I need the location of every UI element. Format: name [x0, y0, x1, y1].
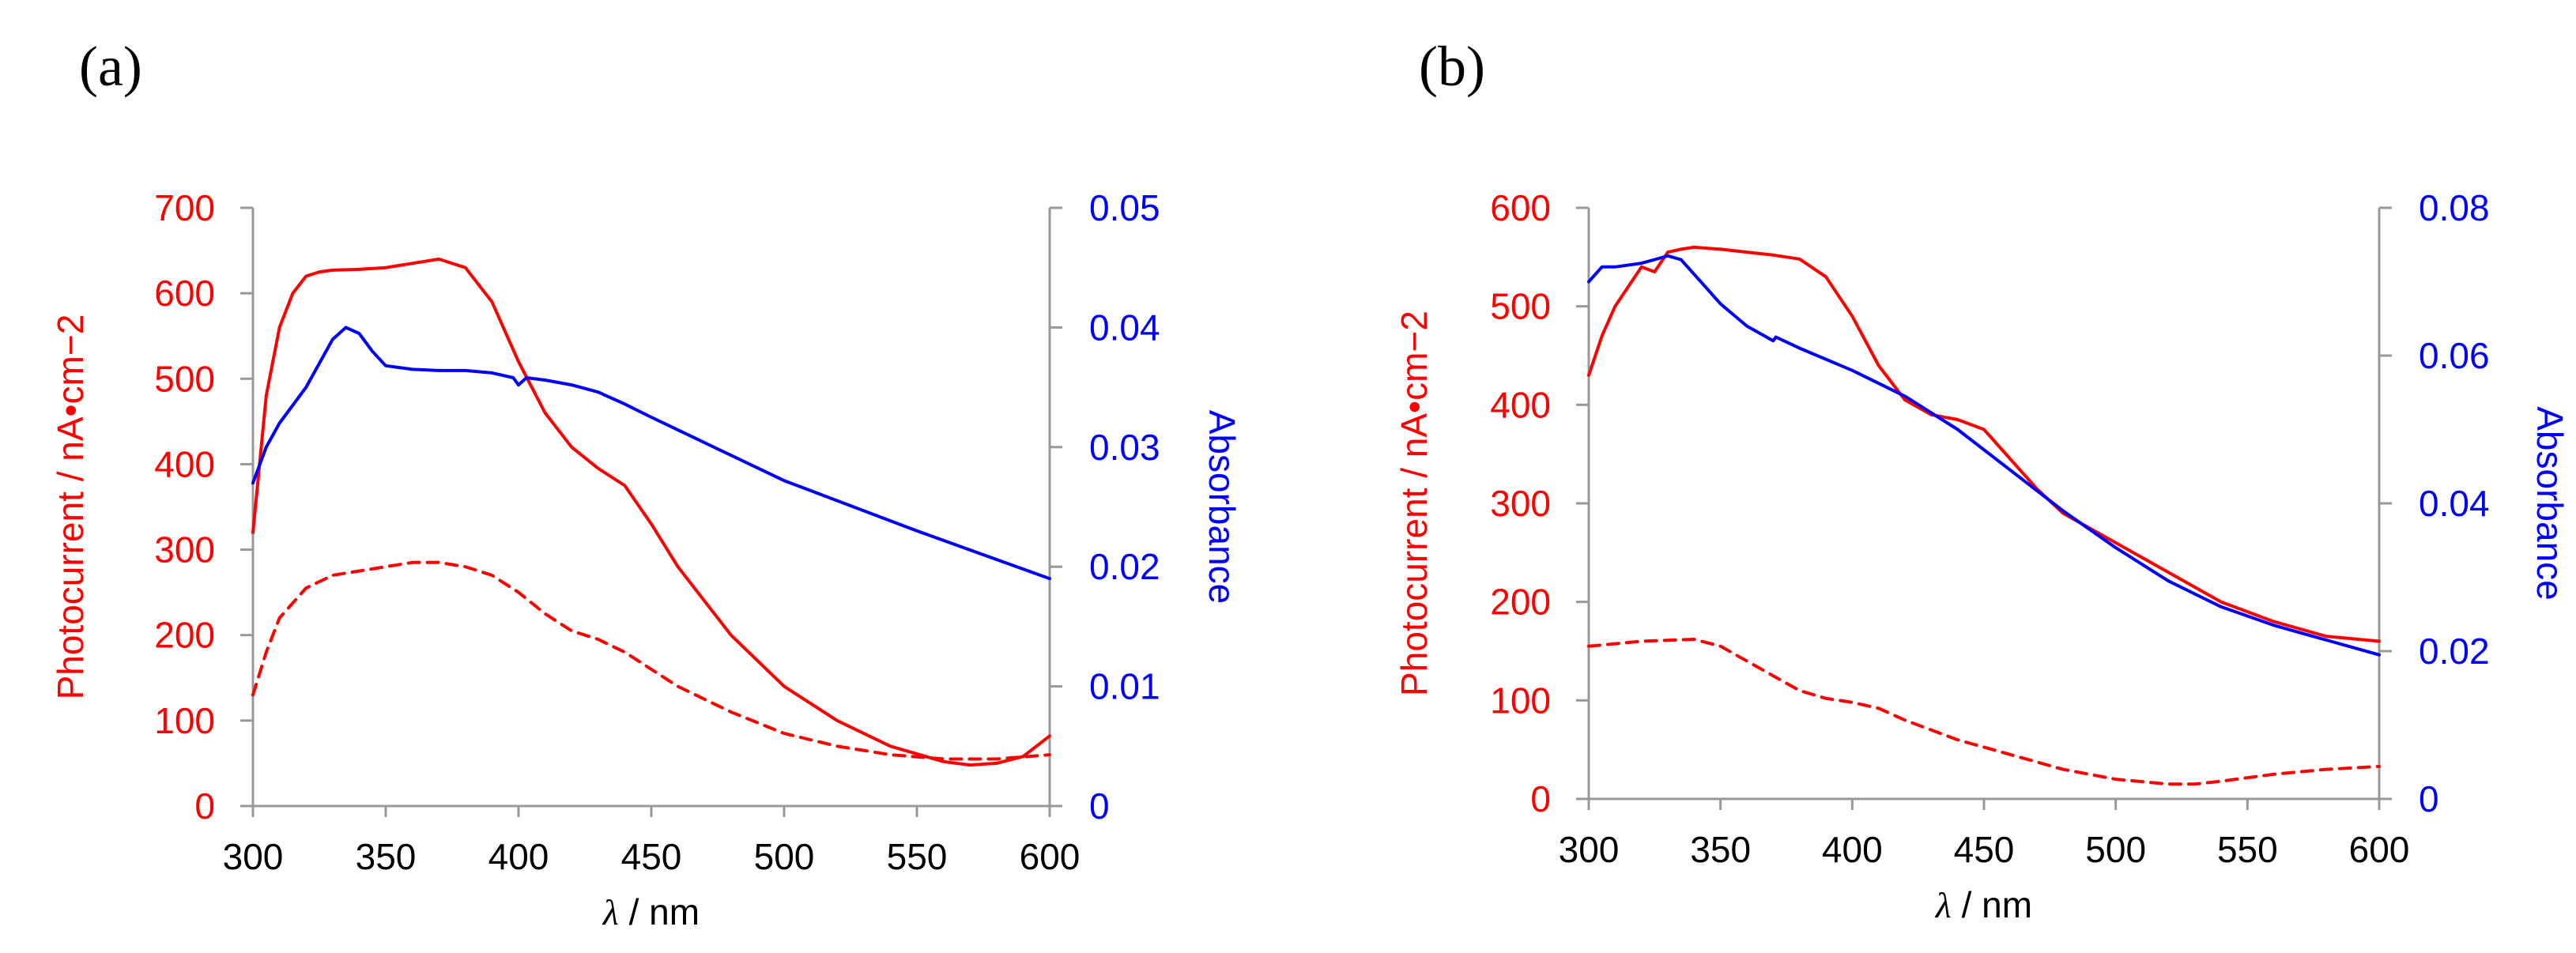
chart-panel-a: (a)300 350 400 450 500 550 6000100200300400500…: [50, 35, 1243, 932]
x-axis-symbol: λ: [1934, 885, 1952, 925]
left-y-tick-label: 0: [1530, 778, 1551, 819]
right-y-axis-label: Absorbance: [1201, 410, 1243, 605]
left-y-tick-label: 200: [1490, 582, 1551, 623]
left-y-tick-label: 700: [154, 187, 215, 228]
right-y-tick-label: 0.04: [1089, 307, 1160, 348]
x-axis-label: λ / nm: [602, 891, 700, 932]
chart-panel-b: (b)300 350 400 450 500 550 6000100200300400500…: [1394, 35, 2570, 925]
right-y-tick-label: 0.08: [2419, 187, 2490, 228]
x-tick-label: 600: [1020, 836, 1081, 877]
right-y-tick-label: 0.06: [2419, 335, 2490, 376]
x-tick-label: 400: [1822, 829, 1883, 870]
right-y-axis-label: Absorbance: [2529, 406, 2570, 601]
left-y-tick-label: 300: [1490, 483, 1551, 524]
left-y-tick-label: 600: [154, 273, 215, 314]
x-tick-label: 400: [488, 836, 549, 877]
right-y-tick-label: 0.04: [2419, 483, 2490, 524]
left-y-tick-label: 300: [154, 529, 215, 571]
x-tick-label: 550: [887, 836, 948, 877]
right-y-tick-label: 0.02: [1089, 546, 1160, 587]
x-tick-label: 600: [2349, 829, 2410, 870]
series-line-dashed-photocurrent: [1587, 638, 2381, 786]
series-line-photocurrent: [1587, 245, 2381, 643]
x-axis-unit: / nm: [619, 891, 700, 932]
right-y-tick-label: 0: [1089, 785, 1110, 827]
series-line-absorbance: [251, 326, 1051, 581]
x-tick-label: 350: [356, 836, 417, 877]
left-y-axis-label: Photocurrent / nA•cm−2: [50, 315, 91, 700]
series-line-photocurrent: [251, 257, 1051, 767]
left-y-axis-label: Photocurrent / nA•cm−2: [1394, 311, 1435, 696]
x-tick-label: 300: [223, 836, 284, 877]
x-tick-label: 550: [2217, 829, 2278, 870]
left-y-tick-label: 400: [154, 443, 215, 484]
series-line-dashed-photocurrent: [251, 560, 1051, 761]
panel-label: (a): [79, 35, 142, 98]
left-y-tick-label: 100: [154, 700, 215, 741]
left-y-tick-label: 500: [1490, 286, 1551, 327]
x-tick-label: 450: [1954, 829, 2015, 870]
left-y-tick-label: 200: [154, 615, 215, 656]
x-tick-label: 300: [1559, 829, 1620, 870]
panel-label: (b): [1419, 35, 1485, 98]
x-tick-label: 350: [1690, 829, 1751, 870]
x-axis-unit: / nm: [1952, 884, 2032, 925]
left-y-tick-label: 600: [1490, 187, 1551, 228]
left-y-tick-label: 100: [1490, 680, 1551, 721]
x-tick-label: 500: [754, 836, 815, 877]
left-y-tick-label: 0: [194, 785, 215, 827]
x-axis-label: λ / nm: [1934, 884, 2032, 925]
right-y-tick-label: 0.05: [1089, 187, 1160, 228]
x-tick-label: 500: [2085, 829, 2146, 870]
right-y-tick-label: 0.03: [1089, 427, 1160, 468]
x-tick-label: 450: [621, 836, 682, 877]
right-y-tick-label: 0.02: [2419, 631, 2490, 672]
right-y-tick-label: 0: [2419, 778, 2439, 819]
x-axis-symbol: λ: [602, 892, 619, 932]
left-y-tick-label: 400: [1490, 384, 1551, 425]
series-line-absorbance: [1587, 254, 2381, 657]
right-y-tick-label: 0.01: [1089, 666, 1160, 707]
left-y-tick-label: 500: [154, 358, 215, 399]
